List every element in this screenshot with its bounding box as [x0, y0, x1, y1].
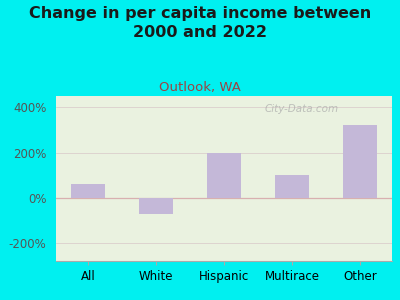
- Bar: [343, 125, 377, 198]
- Bar: [71, 184, 105, 198]
- Bar: [139, 198, 173, 214]
- Text: Change in per capita income between
2000 and 2022: Change in per capita income between 2000…: [29, 6, 371, 40]
- Text: City-Data.com: City-Data.com: [264, 104, 338, 114]
- Bar: [275, 175, 309, 198]
- Text: Outlook, WA: Outlook, WA: [159, 81, 241, 94]
- Bar: [207, 152, 241, 198]
